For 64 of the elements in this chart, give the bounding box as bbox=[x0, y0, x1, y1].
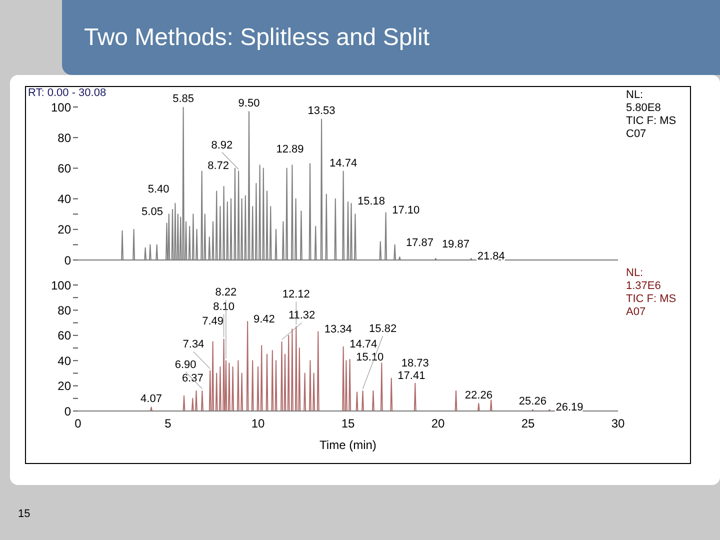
x-tick-label: 10 bbox=[251, 416, 265, 431]
annotation: 7.34 bbox=[182, 338, 204, 351]
annotation: 9.50 bbox=[238, 98, 260, 110]
x-tick-label: 5 bbox=[164, 416, 172, 431]
x-tick-label: 25 bbox=[521, 416, 535, 431]
annotation: 8.22 bbox=[215, 286, 237, 299]
text: NL: bbox=[626, 267, 644, 279]
annotation: 5.05 bbox=[142, 206, 163, 218]
x-tick-label: 20 bbox=[431, 416, 445, 431]
text: NL: bbox=[626, 89, 644, 101]
annotation: 6.90 bbox=[174, 358, 196, 371]
y-tick-label: 100 bbox=[50, 278, 72, 292]
y-tick-label: 0 bbox=[64, 253, 72, 268]
annotation: 13.34 bbox=[324, 324, 352, 336]
annotation: 9.42 bbox=[253, 314, 275, 326]
annotation: 17.10 bbox=[392, 204, 420, 217]
text: TIC F: MS bbox=[626, 293, 676, 305]
annotation: 19.87 bbox=[442, 238, 470, 250]
y-tick-label: 80 bbox=[58, 130, 72, 145]
annotation: 22.26 bbox=[464, 389, 492, 402]
chart-title: Two Methods: Splitless and Split bbox=[84, 24, 430, 52]
y-tick-label: 20 bbox=[58, 379, 72, 394]
annotation: 11.32 bbox=[288, 310, 316, 322]
annotation: 18.73 bbox=[401, 357, 429, 370]
annotation: 21.84 bbox=[477, 250, 505, 262]
text: 5.80E8 bbox=[626, 102, 661, 114]
annotation: 8.92 bbox=[211, 139, 233, 152]
y-tick-label: 100 bbox=[50, 100, 72, 114]
y-tick-label: 20 bbox=[58, 222, 72, 237]
text: TIC F: MS bbox=[626, 115, 676, 127]
annotation: 17.41 bbox=[398, 370, 426, 382]
y-tick-label: 40 bbox=[58, 192, 72, 206]
annotation: 7.49 bbox=[202, 316, 224, 328]
text: RT: 0.00 - 30.08 bbox=[28, 87, 106, 99]
y-tick-label: 0 bbox=[64, 404, 72, 418]
text: A07 bbox=[626, 306, 646, 318]
x-tick-label: 30 bbox=[611, 416, 625, 431]
annotation: 13.53 bbox=[308, 105, 336, 118]
annotation: 15.10 bbox=[356, 351, 384, 364]
annotation: 12.89 bbox=[276, 144, 304, 156]
annotation: 4.07 bbox=[140, 393, 162, 406]
annotation: 12.12 bbox=[282, 288, 310, 301]
annotation: 15.18 bbox=[358, 195, 386, 208]
annotation: 14.74 bbox=[330, 157, 358, 170]
y-tick-label: 80 bbox=[58, 303, 72, 318]
annotation: 6.37 bbox=[182, 372, 204, 384]
annotation: 14.74 bbox=[350, 338, 378, 351]
annotation: 8.10 bbox=[213, 301, 235, 314]
x-tick-label: 0 bbox=[74, 416, 82, 431]
y-tick-label: 60 bbox=[58, 161, 72, 176]
annotation: 5.40 bbox=[148, 183, 170, 196]
annotation: 17.87 bbox=[406, 236, 434, 249]
annotation: 25.26 bbox=[518, 396, 546, 408]
text: 1.37E6 bbox=[626, 280, 661, 292]
annotation: 5.85 bbox=[172, 93, 194, 105]
x-tick-label: 15 bbox=[341, 416, 355, 431]
annotation: 15.82 bbox=[369, 322, 397, 335]
y-tick-label: 40 bbox=[58, 354, 72, 368]
y-tick-label: 60 bbox=[58, 328, 72, 343]
annotation: 26.19 bbox=[556, 402, 584, 414]
annotation: 8.72 bbox=[208, 160, 230, 172]
text: 15 bbox=[18, 508, 30, 520]
text: C07 bbox=[626, 128, 646, 140]
x-axis-title: Time (min) bbox=[320, 438, 376, 452]
